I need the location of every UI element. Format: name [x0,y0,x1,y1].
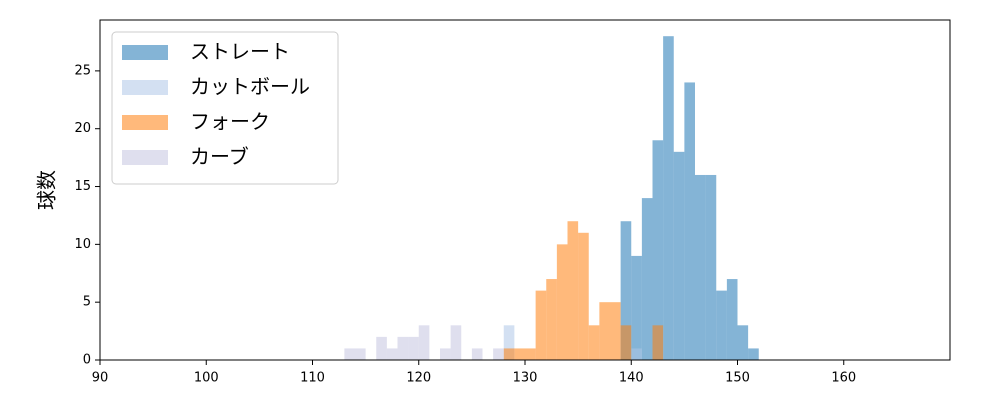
bar [355,348,366,360]
bar [631,255,642,360]
bar [418,325,430,360]
bar [567,221,579,360]
bar [652,140,664,360]
bar [535,290,547,360]
bar [503,348,515,360]
bar [386,348,398,360]
legend-label: カットボール [190,75,310,99]
bar [663,36,674,360]
x-tick-label: 140 [619,371,644,386]
bar [684,82,695,361]
bar [471,348,483,360]
bar [397,336,409,360]
bar [716,290,727,360]
bar [673,151,685,360]
bar [450,325,462,360]
bar [705,174,717,360]
legend-label: フォーク [190,110,270,134]
bar [695,174,706,360]
bar [748,348,759,360]
bar [440,348,451,360]
legend-swatch [122,80,168,95]
bar [546,279,557,360]
legend-label: カーブ [190,145,249,169]
legend-label: ストレート [190,40,290,64]
bar [344,348,355,360]
bar [588,325,600,360]
legend-swatch [122,150,168,165]
y-axis-label: 球数 [35,170,59,210]
y-tick-label: 20 [74,121,91,136]
bar [493,348,504,360]
bar [641,198,653,360]
bar [620,221,632,360]
bar [503,325,515,360]
y-tick-label: 0 [83,353,91,368]
bar [737,325,749,360]
x-tick-label: 130 [513,371,538,386]
bar [514,348,525,360]
bar [610,302,621,360]
x-tick-label: 90 [92,371,109,386]
x-tick-label: 150 [725,371,750,386]
legend-swatch [122,115,168,130]
bar [631,348,642,360]
y-tick-label: 5 [83,295,91,310]
bar [556,244,568,360]
bar [408,336,419,360]
x-tick-label: 100 [194,371,219,386]
x-tick-label: 160 [831,371,856,386]
x-tick-label: 120 [406,371,431,386]
legend-box [111,31,339,185]
x-tick-label: 110 [300,371,325,386]
bar [620,325,632,360]
legend-swatch [122,45,168,60]
bar [525,348,536,360]
y-tick-label: 15 [74,179,91,194]
y-tick-label: 10 [74,237,91,252]
bar [578,232,589,360]
bar [599,302,610,360]
bar [652,325,664,360]
y-tick-label: 25 [74,63,91,78]
bar [376,336,387,360]
bar [726,279,738,360]
